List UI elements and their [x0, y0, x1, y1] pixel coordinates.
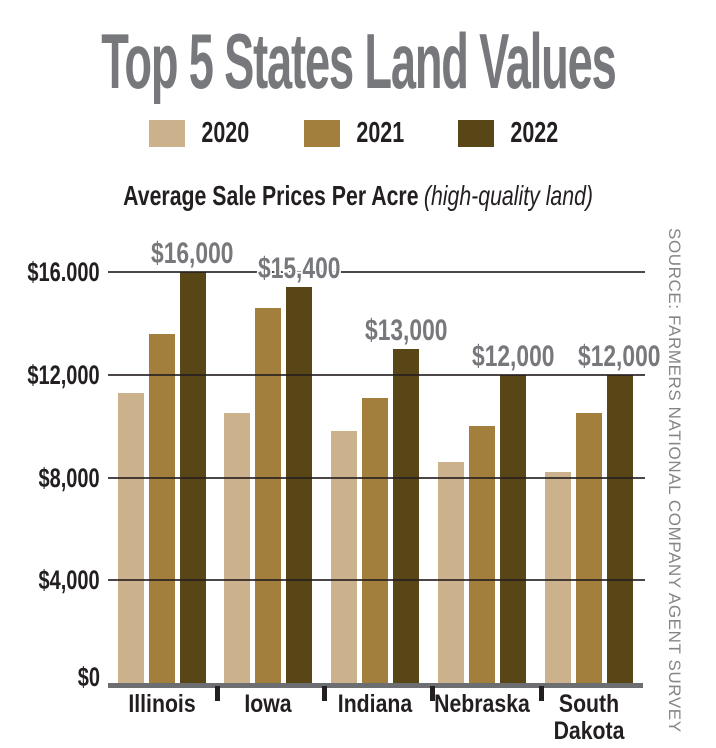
bar-nebraska-2022 [499, 374, 526, 683]
bar-indiana-2020 [331, 431, 357, 683]
gridline-8000 [108, 476, 645, 479]
bar-illinois-2020 [117, 392, 144, 683]
subtitle-qualifier: (high-quality land) [423, 180, 593, 211]
legend-label-2022: 2022 [510, 117, 559, 149]
subtitle-main: Average Sale Prices Per Acre [123, 180, 419, 211]
bar-south-dakota-2022 [606, 374, 633, 683]
x-axis-label-nebraska: Nebraska [415, 691, 549, 718]
x-axis-label-text: Iowa [244, 690, 292, 718]
chart-subtitle: Average Sale Prices Per Acre (high-qualit… [123, 180, 593, 212]
chart-title: Top 5 States Land Values [100, 17, 617, 105]
y-axis-label-text: $4,000 [38, 565, 100, 596]
x-axis-label-text: Illinois [127, 690, 196, 718]
legend-swatch-2022 [458, 120, 495, 147]
axis-tick-0 [215, 686, 220, 701]
bar-value-text: $12,000 [578, 339, 661, 373]
legend-label-2020: 2020 [201, 117, 250, 149]
bar-value-label-nebraska: $12,000 [438, 340, 588, 374]
bar-illinois-2021 [148, 333, 175, 683]
bar-indiana-2021 [362, 397, 388, 683]
bar-value-label-iowa: $15,400 [224, 252, 374, 286]
y-axis-label-text: $8,000 [38, 462, 100, 493]
y-axis-label-text: $16.000 [27, 257, 100, 287]
bar-nebraska-2020 [437, 462, 464, 683]
y-axis-label-text: $12,000 [27, 359, 100, 390]
y-axis-label: $16.000 [0, 258, 100, 286]
gridline-12000 [108, 373, 645, 376]
bar-indiana-2022 [393, 349, 419, 683]
y-axis-label: $12,000 [0, 361, 100, 389]
x-axis-label-illinois: Illinois [95, 691, 229, 718]
bar-iowa-2020 [224, 413, 251, 683]
bar-value-text: $13,000 [364, 314, 448, 348]
bar-iowa-2022 [286, 287, 313, 683]
title-row: Top 5 States Land Values [0, 16, 716, 107]
gridline-16000 [108, 271, 645, 273]
x-axis-label-indiana: Indiana [308, 691, 442, 718]
y-axis-label: $0 [0, 663, 100, 691]
x-axis-label-text: Indiana [337, 690, 413, 718]
y-axis-label-text: $0 [77, 662, 100, 692]
subtitle-row: Average Sale Prices Per Acre (high-qualit… [0, 180, 716, 212]
axis-tick-2 [430, 686, 435, 701]
y-axis-label: $4,000 [0, 566, 100, 594]
x-axis-label-iowa: Iowa [201, 691, 335, 718]
legend-item-2020: 2020 [149, 117, 258, 150]
bar-south-dakota-2020 [544, 472, 571, 683]
y-axis-label: $8,000 [0, 464, 100, 492]
bar-value-text: $12,000 [471, 339, 554, 373]
gridline-4000 [108, 579, 645, 582]
legend-item-2021: 2021 [303, 117, 413, 150]
x-axis-label-text: Nebraska [433, 690, 530, 718]
bar-value-text: $15,400 [258, 252, 341, 286]
bar-value-label-indiana: $13,000 [331, 314, 481, 348]
legend-swatch-2021 [303, 120, 340, 147]
legend-item-2022: 2022 [458, 117, 567, 150]
source-note: SOURCE: FARMERS NATIONAL COMPANY AGENT S… [665, 228, 684, 733]
bar-value-label-south-dakota: $12,000 [545, 340, 695, 374]
x-axis-line [108, 683, 643, 688]
bar-value-label-illinois: $16,000 [118, 237, 268, 271]
bar-nebraska-2021 [468, 426, 495, 683]
legend-label-2021: 2021 [356, 117, 404, 149]
axis-tick-3 [539, 686, 544, 701]
legend-swatch-2020 [149, 120, 186, 147]
axis-tick-1 [322, 686, 327, 701]
bar-iowa-2021 [255, 307, 282, 683]
x-axis-label-south-dakota: South Dakota [522, 691, 656, 744]
x-axis-label-text: South Dakota [553, 690, 624, 745]
legend: 2020 2021 2022 [0, 117, 716, 150]
bar-south-dakota-2021 [575, 413, 602, 683]
bar-value-text: $16,000 [151, 237, 234, 270]
